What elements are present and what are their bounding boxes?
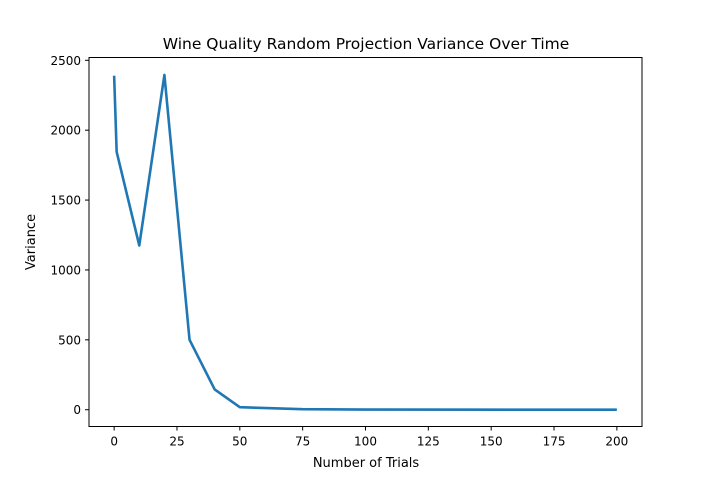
x-tick-label: 100 <box>354 435 377 449</box>
y-tick-label: 1500 <box>50 194 81 208</box>
x-tick-label: 25 <box>169 435 184 449</box>
y-tick-label: 2500 <box>50 54 81 68</box>
y-tick-label: 1000 <box>50 263 81 277</box>
x-tick-label: 150 <box>480 435 503 449</box>
y-tick-label: 500 <box>58 333 81 347</box>
plot-frame <box>88 57 643 427</box>
x-tick-label: 75 <box>295 435 310 449</box>
x-tick-label: 200 <box>605 435 628 449</box>
x-tick-label: 125 <box>417 435 440 449</box>
y-tick-label: 2000 <box>50 124 81 138</box>
y-axis-title: Variance <box>24 214 39 270</box>
x-tick-label: 175 <box>543 435 566 449</box>
x-tick-label: 0 <box>110 435 118 449</box>
series-line-0 <box>112 73 617 412</box>
chart-title: Wine Quality Random Projection Variance … <box>163 35 570 53</box>
x-axis-title: Number of Trials <box>313 456 420 471</box>
x-tick-label: 50 <box>232 435 247 449</box>
y-tick-label: 0 <box>73 403 81 417</box>
